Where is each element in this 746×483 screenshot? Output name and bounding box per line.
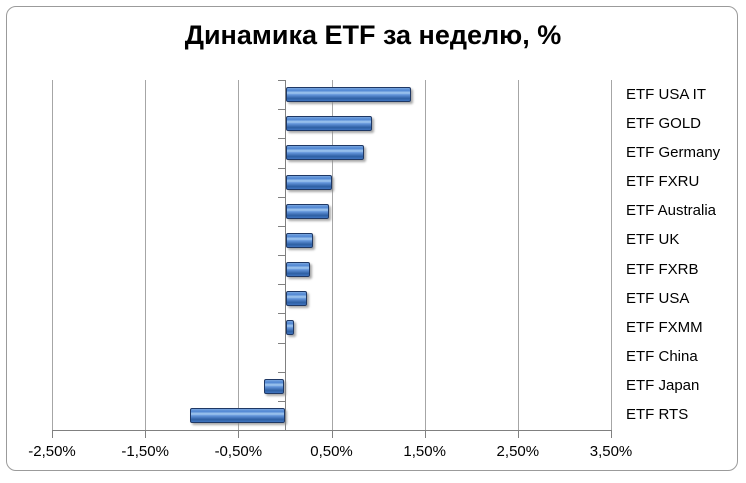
bar-etf-germany xyxy=(286,145,364,160)
category-axis-tick xyxy=(278,168,285,169)
category-axis-tick xyxy=(278,255,285,256)
category-axis-line xyxy=(285,80,286,430)
bar-etf-fxmm xyxy=(286,320,294,335)
category-label: ETF China xyxy=(626,348,698,365)
category-label: ETF RTS xyxy=(626,406,689,423)
category-label: ETF Germany xyxy=(626,144,721,161)
category-axis-tick xyxy=(278,284,285,285)
category-axis-tick xyxy=(278,343,285,344)
x-axis-label: 2,50% xyxy=(496,443,540,460)
chart-outer-frame xyxy=(6,6,738,471)
category-label: ETF USA xyxy=(626,290,690,307)
bar-etf-uk xyxy=(286,233,313,248)
x-axis-tick xyxy=(517,430,519,438)
bar-etf-rts xyxy=(190,408,285,423)
category-axis-tick xyxy=(278,138,285,139)
category-axis-tick xyxy=(278,109,285,110)
category-axis-tick xyxy=(278,401,285,402)
category-axis-tick xyxy=(278,430,285,431)
x-axis-label: -0,50% xyxy=(214,443,263,460)
gridline xyxy=(611,80,612,430)
gridline xyxy=(52,80,53,430)
category-axis-tick xyxy=(278,226,285,227)
x-axis-label: 1,50% xyxy=(403,443,446,460)
gridline xyxy=(238,80,240,430)
category-label: ETF FXRU xyxy=(626,173,700,190)
bar-etf-fxru xyxy=(286,175,332,190)
category-label: ETF Japan xyxy=(626,377,700,394)
category-label: ETF GOLD xyxy=(626,115,702,132)
category-label: ETF FXMM xyxy=(626,319,703,336)
x-axis-label: 0,50% xyxy=(310,443,353,460)
gridline xyxy=(424,80,426,430)
x-axis-label: -1,50% xyxy=(121,443,169,460)
category-axis-tick xyxy=(278,80,285,81)
category-axis-tick xyxy=(278,372,285,373)
category-label: ETF Australia xyxy=(626,202,717,219)
category-label: ETF UK xyxy=(626,231,680,248)
x-axis-label: 3,50% xyxy=(589,443,633,460)
x-axis-tick xyxy=(611,430,612,438)
chart-title: Динамика ETF за неделю, % xyxy=(184,20,562,50)
bar-etf-gold xyxy=(286,116,372,131)
x-axis-tick xyxy=(52,430,53,438)
x-axis-tick xyxy=(238,430,240,438)
gridline xyxy=(145,80,147,430)
gridline xyxy=(517,80,519,430)
category-axis-tick xyxy=(278,197,285,198)
bar-etf-australia xyxy=(286,204,329,219)
bar-etf-fxrb xyxy=(286,262,310,277)
bar-etf-usa xyxy=(286,291,307,306)
x-axis-tick xyxy=(424,430,426,438)
x-axis-tick xyxy=(145,430,147,438)
category-label: ETF FXRB xyxy=(626,261,699,278)
bar-etf-japan xyxy=(264,379,284,394)
category-label: ETF USA IT xyxy=(626,86,707,103)
gridline xyxy=(331,80,333,430)
x-axis-label: -2,50% xyxy=(28,443,76,460)
x-axis-tick xyxy=(331,430,333,438)
x-axis-line xyxy=(52,430,611,431)
bar-etf-usa-it xyxy=(286,87,411,102)
category-axis-tick xyxy=(278,313,285,314)
